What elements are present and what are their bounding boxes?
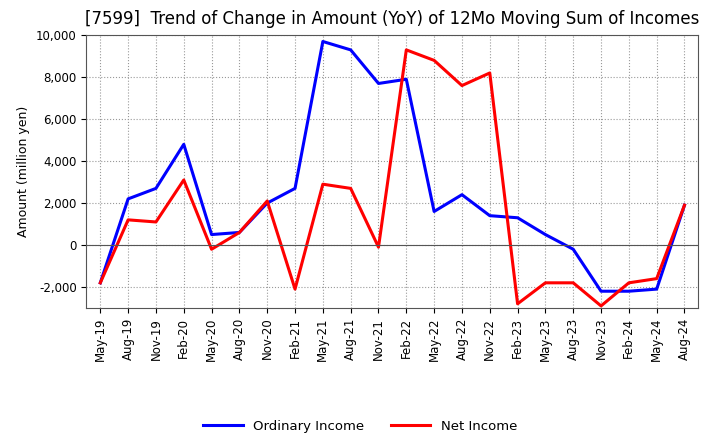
Net Income <box>179 177 188 183</box>
Ordinary Income <box>513 215 522 220</box>
Net Income <box>374 245 383 250</box>
Net Income <box>124 217 132 223</box>
Ordinary Income <box>263 201 271 206</box>
Line: Ordinary Income: Ordinary Income <box>100 41 685 291</box>
Ordinary Income <box>652 286 661 292</box>
Ordinary Income <box>207 232 216 237</box>
Ordinary Income <box>624 289 633 294</box>
Net Income <box>652 276 661 281</box>
Ordinary Income <box>430 209 438 214</box>
Ordinary Income <box>291 186 300 191</box>
Ordinary Income <box>402 77 410 82</box>
Net Income <box>458 83 467 88</box>
Ordinary Income <box>235 230 243 235</box>
Net Income <box>597 303 606 308</box>
Net Income <box>263 198 271 204</box>
Net Income <box>624 280 633 286</box>
Net Income <box>569 280 577 286</box>
Net Income <box>291 286 300 292</box>
Ordinary Income <box>179 142 188 147</box>
Net Income <box>541 280 550 286</box>
Ordinary Income <box>485 213 494 218</box>
Net Income <box>207 246 216 252</box>
Ordinary Income <box>318 39 327 44</box>
Ordinary Income <box>680 202 689 208</box>
Net Income <box>513 301 522 306</box>
Net Income <box>235 230 243 235</box>
Y-axis label: Amount (million yen): Amount (million yen) <box>17 106 30 237</box>
Ordinary Income <box>597 289 606 294</box>
Ordinary Income <box>374 81 383 86</box>
Ordinary Income <box>96 280 104 286</box>
Net Income <box>318 182 327 187</box>
Net Income <box>96 280 104 286</box>
Ordinary Income <box>541 232 550 237</box>
Legend: Ordinary Income, Net Income: Ordinary Income, Net Income <box>197 414 523 438</box>
Net Income <box>346 186 355 191</box>
Line: Net Income: Net Income <box>100 50 685 306</box>
Ordinary Income <box>569 246 577 252</box>
Net Income <box>680 202 689 208</box>
Ordinary Income <box>124 196 132 202</box>
Title: [7599]  Trend of Change in Amount (YoY) of 12Mo Moving Sum of Incomes: [7599] Trend of Change in Amount (YoY) o… <box>85 10 700 28</box>
Net Income <box>402 47 410 52</box>
Net Income <box>430 58 438 63</box>
Ordinary Income <box>346 47 355 52</box>
Ordinary Income <box>458 192 467 197</box>
Net Income <box>485 70 494 76</box>
Ordinary Income <box>152 186 161 191</box>
Net Income <box>152 219 161 224</box>
